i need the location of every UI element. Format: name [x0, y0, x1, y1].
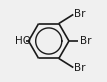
Text: HO: HO: [16, 36, 31, 46]
Text: Br: Br: [74, 63, 86, 73]
Text: Br: Br: [80, 36, 91, 46]
Text: Br: Br: [74, 9, 86, 19]
